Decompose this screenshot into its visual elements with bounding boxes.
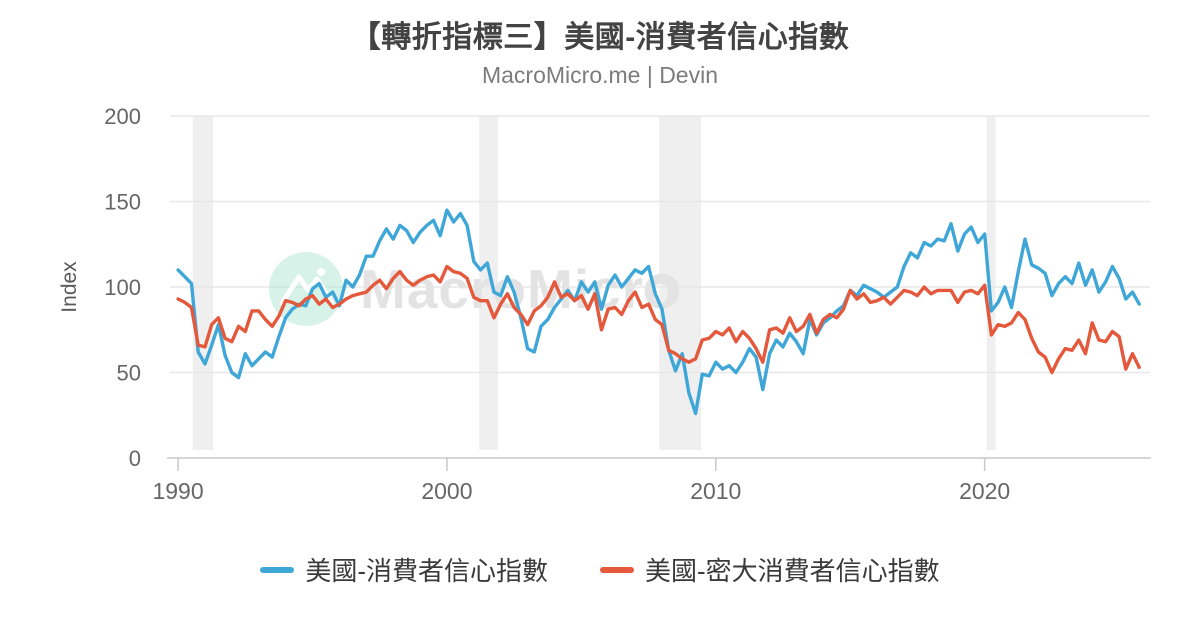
- x-tick-label: 2000: [421, 478, 472, 504]
- y-tick-label: 50: [117, 361, 141, 386]
- recession-band: [479, 116, 499, 450]
- legend-item-michigan-sentiment[interactable]: 美國-密大消費者信心指數: [600, 551, 940, 588]
- y-tick-label: 100: [104, 275, 141, 300]
- chart-title: 【轉折指標三】美國-消費者信心指數: [350, 21, 850, 54]
- legend-label: 美國-密大消費者信心指數: [645, 556, 940, 586]
- x-tick-label: 2010: [690, 478, 741, 504]
- legend-swatch-red: [600, 566, 634, 573]
- x-tick-label: 1990: [152, 478, 203, 504]
- legend: 美國-消費者信心指數 美國-密大消費者信心指數: [0, 551, 1200, 588]
- y-tick-label: 0: [129, 446, 141, 471]
- mountain-logo-sun-dot: [317, 268, 325, 276]
- x-tick-label: 2020: [959, 478, 1010, 504]
- y-tick-label: 150: [104, 190, 141, 215]
- legend-label: 美國-消費者信心指數: [305, 556, 548, 586]
- recession-band: [192, 116, 214, 450]
- series-line-1: [176, 264, 1141, 375]
- recession-band: [986, 116, 996, 450]
- legend-swatch-blue: [260, 566, 295, 573]
- legend-item-consumer-confidence[interactable]: 美國-消費者信心指數: [260, 551, 548, 588]
- recession-band: [659, 116, 702, 450]
- y-tick-label: 200: [104, 104, 141, 129]
- chart-subtitle: MacroMicro.me | Devin: [481, 62, 719, 88]
